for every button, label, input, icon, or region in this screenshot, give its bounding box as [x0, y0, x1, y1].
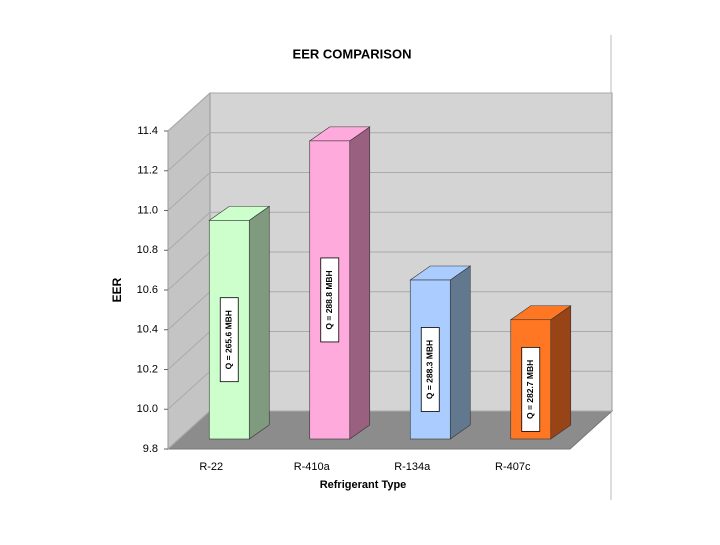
y-tick-label: 11.4 — [137, 125, 158, 137]
grid-line — [167, 172, 612, 211]
annotation-box — [320, 257, 340, 343]
bar-side — [248, 205, 270, 440]
bar-side — [349, 126, 371, 440]
x-tick-label: R-134a — [394, 461, 431, 473]
grid-line — [167, 211, 612, 251]
y-tick-label: 11.0 — [137, 204, 158, 216]
annotation-box — [521, 346, 541, 432]
y-tick-label: 10.2 — [137, 363, 158, 375]
grid-line — [167, 132, 612, 172]
annotation-box — [420, 327, 440, 412]
x-tick-label: R-410a — [294, 461, 331, 473]
bar-annotation: Q = 265.6 MBH — [224, 310, 234, 369]
y-tick-label: 11.2 — [137, 165, 158, 177]
x-axis-label: Refrigerant Type — [320, 479, 407, 491]
grid-line — [167, 92, 612, 132]
bar-annotation: Q = 282.7 MBH — [525, 360, 535, 419]
x-tick-label: R-407c — [495, 461, 531, 473]
bar-annotation: Q = 288.3 MBH — [425, 340, 435, 399]
y-tick-label: 10.6 — [137, 284, 158, 296]
y-tick-label: 9.8 — [143, 443, 158, 455]
bar-side — [550, 305, 572, 440]
bar-side — [449, 265, 471, 440]
annotation-box — [219, 297, 239, 383]
chart-title: EER COMPARISON — [293, 46, 412, 61]
y-tick-label: 10.4 — [137, 324, 158, 336]
y-tick-label: 10.0 — [137, 403, 158, 415]
y-tick-label: 10.8 — [137, 244, 158, 256]
bar-annotation: Q = 288.8 MBH — [324, 270, 334, 329]
x-tick-label: R-22 — [199, 461, 223, 473]
y-axis-label: EER — [110, 277, 124, 302]
